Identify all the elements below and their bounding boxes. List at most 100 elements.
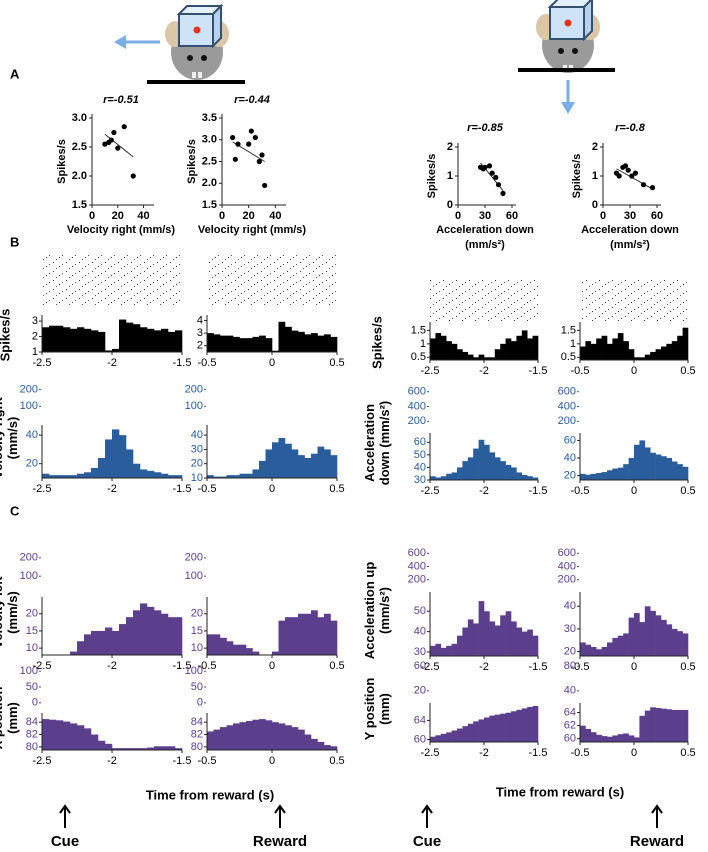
histogram-bar <box>133 324 141 352</box>
x-tick-label: 0.5 <box>680 365 695 377</box>
histogram-bar <box>291 617 299 655</box>
histogram-bar <box>133 610 141 655</box>
histogram-bar <box>226 335 234 352</box>
inset-y-tick-label: 200 <box>558 415 576 427</box>
y-tick-label: 20 <box>26 458 38 470</box>
histogram-bar <box>252 719 260 750</box>
histogram-bar <box>516 709 523 742</box>
histogram-bar <box>532 335 539 360</box>
x-tick-label: -2.5 <box>421 747 440 759</box>
y-tick-label: 1.5 <box>202 199 217 211</box>
histogram-bar <box>207 475 214 478</box>
histogram-bar <box>226 641 234 655</box>
x-tick-label: 20 <box>243 210 255 222</box>
histogram-bar <box>430 338 436 360</box>
y-tick-label: 15 <box>191 625 203 637</box>
histogram-bar <box>42 327 50 352</box>
histogram-bar <box>446 473 452 480</box>
x-tick-label: 20 <box>112 210 124 222</box>
y-tick-label: 3.0 <box>202 134 217 146</box>
histogram-bar <box>207 333 214 352</box>
histogram-bar <box>666 343 673 360</box>
scatter-point <box>115 145 121 151</box>
y-tick-label: 40 <box>191 429 203 441</box>
histogram-bar <box>585 728 592 742</box>
scatter-point <box>482 164 488 170</box>
y-tick-label: 60 <box>564 434 576 446</box>
y-tick-label: 20 <box>26 608 38 620</box>
x-tick-label: 0 <box>89 210 95 222</box>
y-axis-title: Y position <box>362 678 377 741</box>
histogram-bar <box>63 721 71 750</box>
histogram-bar <box>505 712 512 742</box>
y-axis-title: Spikes/s <box>426 154 438 199</box>
inset-y-tick-label: 50 <box>191 681 203 693</box>
histogram-bar <box>446 732 452 742</box>
x-tick-label: -2 <box>479 485 489 497</box>
inset-y-tick-label: 0 <box>32 697 38 709</box>
histogram-bar <box>226 725 234 750</box>
histogram-bar <box>317 335 325 352</box>
event-label: Reward <box>630 833 684 850</box>
histogram-bar <box>133 748 141 750</box>
histogram-bar <box>91 630 99 655</box>
histogram-bar <box>655 707 662 742</box>
x-tick-label: 60 <box>651 210 663 222</box>
histogram-bar <box>617 734 624 742</box>
histogram-bar <box>671 341 678 360</box>
histogram-bar <box>650 452 656 480</box>
histogram-bar <box>494 714 501 742</box>
y-tick-label: 3.5 <box>202 112 217 124</box>
x-axis-title: Velocity right (mm/s) <box>198 224 307 236</box>
chart-title: r=-0.85 <box>467 122 504 134</box>
x-tick-label: -0.5 <box>198 483 217 495</box>
histogram-bar <box>650 610 656 656</box>
histogram-bar <box>478 354 485 360</box>
inset-y-tick-label: 600 <box>558 547 576 559</box>
histogram-bar <box>324 334 331 352</box>
histogram-bar <box>590 732 597 742</box>
y-axis-title: Spikes/s <box>571 154 583 199</box>
y-tick-label: 84 <box>26 716 38 728</box>
y-axis-title: Spikes/s <box>0 309 12 362</box>
histogram-bar <box>246 473 253 478</box>
histogram-bar <box>207 634 214 655</box>
y-tick-label: 30 <box>414 474 426 486</box>
histogram-bar <box>677 335 683 360</box>
histogram-bar <box>580 642 586 656</box>
histogram-bar <box>607 343 613 360</box>
y-tick-label: 3.0 <box>72 112 87 124</box>
histogram-bar <box>161 473 169 478</box>
histogram-bar <box>435 477 442 480</box>
histogram-bar <box>527 338 533 360</box>
histogram-bar <box>105 743 113 750</box>
histogram-bar <box>655 615 662 656</box>
histogram-bar <box>585 341 592 360</box>
histogram-bar <box>272 350 279 352</box>
y-axis-title: Spikes/s <box>56 139 68 184</box>
y-tick-label: 15 <box>26 625 38 637</box>
histogram-bar <box>56 475 64 478</box>
histogram-bar <box>168 617 176 655</box>
histogram-bar <box>494 625 501 656</box>
histogram-bar <box>84 728 92 750</box>
histogram-bar <box>112 348 120 352</box>
histogram-bar <box>682 633 689 656</box>
histogram-bar <box>462 461 469 480</box>
histogram-bar <box>278 321 286 352</box>
scatter-point <box>252 134 258 141</box>
scatter-point <box>235 141 241 147</box>
y-tick-label: 60 <box>414 734 426 746</box>
histogram-bar <box>330 746 338 750</box>
histogram-bar <box>585 644 592 656</box>
inset-y-tick-label: 600 <box>408 386 426 398</box>
histogram-bar <box>278 438 286 478</box>
histogram-bar <box>298 455 305 478</box>
inset-y-tick-label: 200 <box>185 384 203 396</box>
histogram-bar <box>161 328 169 352</box>
histogram-bar <box>511 341 517 360</box>
chart-title: r=-0.51 <box>103 94 139 106</box>
event-label: Reward <box>253 833 307 850</box>
histogram-bar <box>467 457 474 480</box>
event-label: Cue <box>51 833 79 850</box>
